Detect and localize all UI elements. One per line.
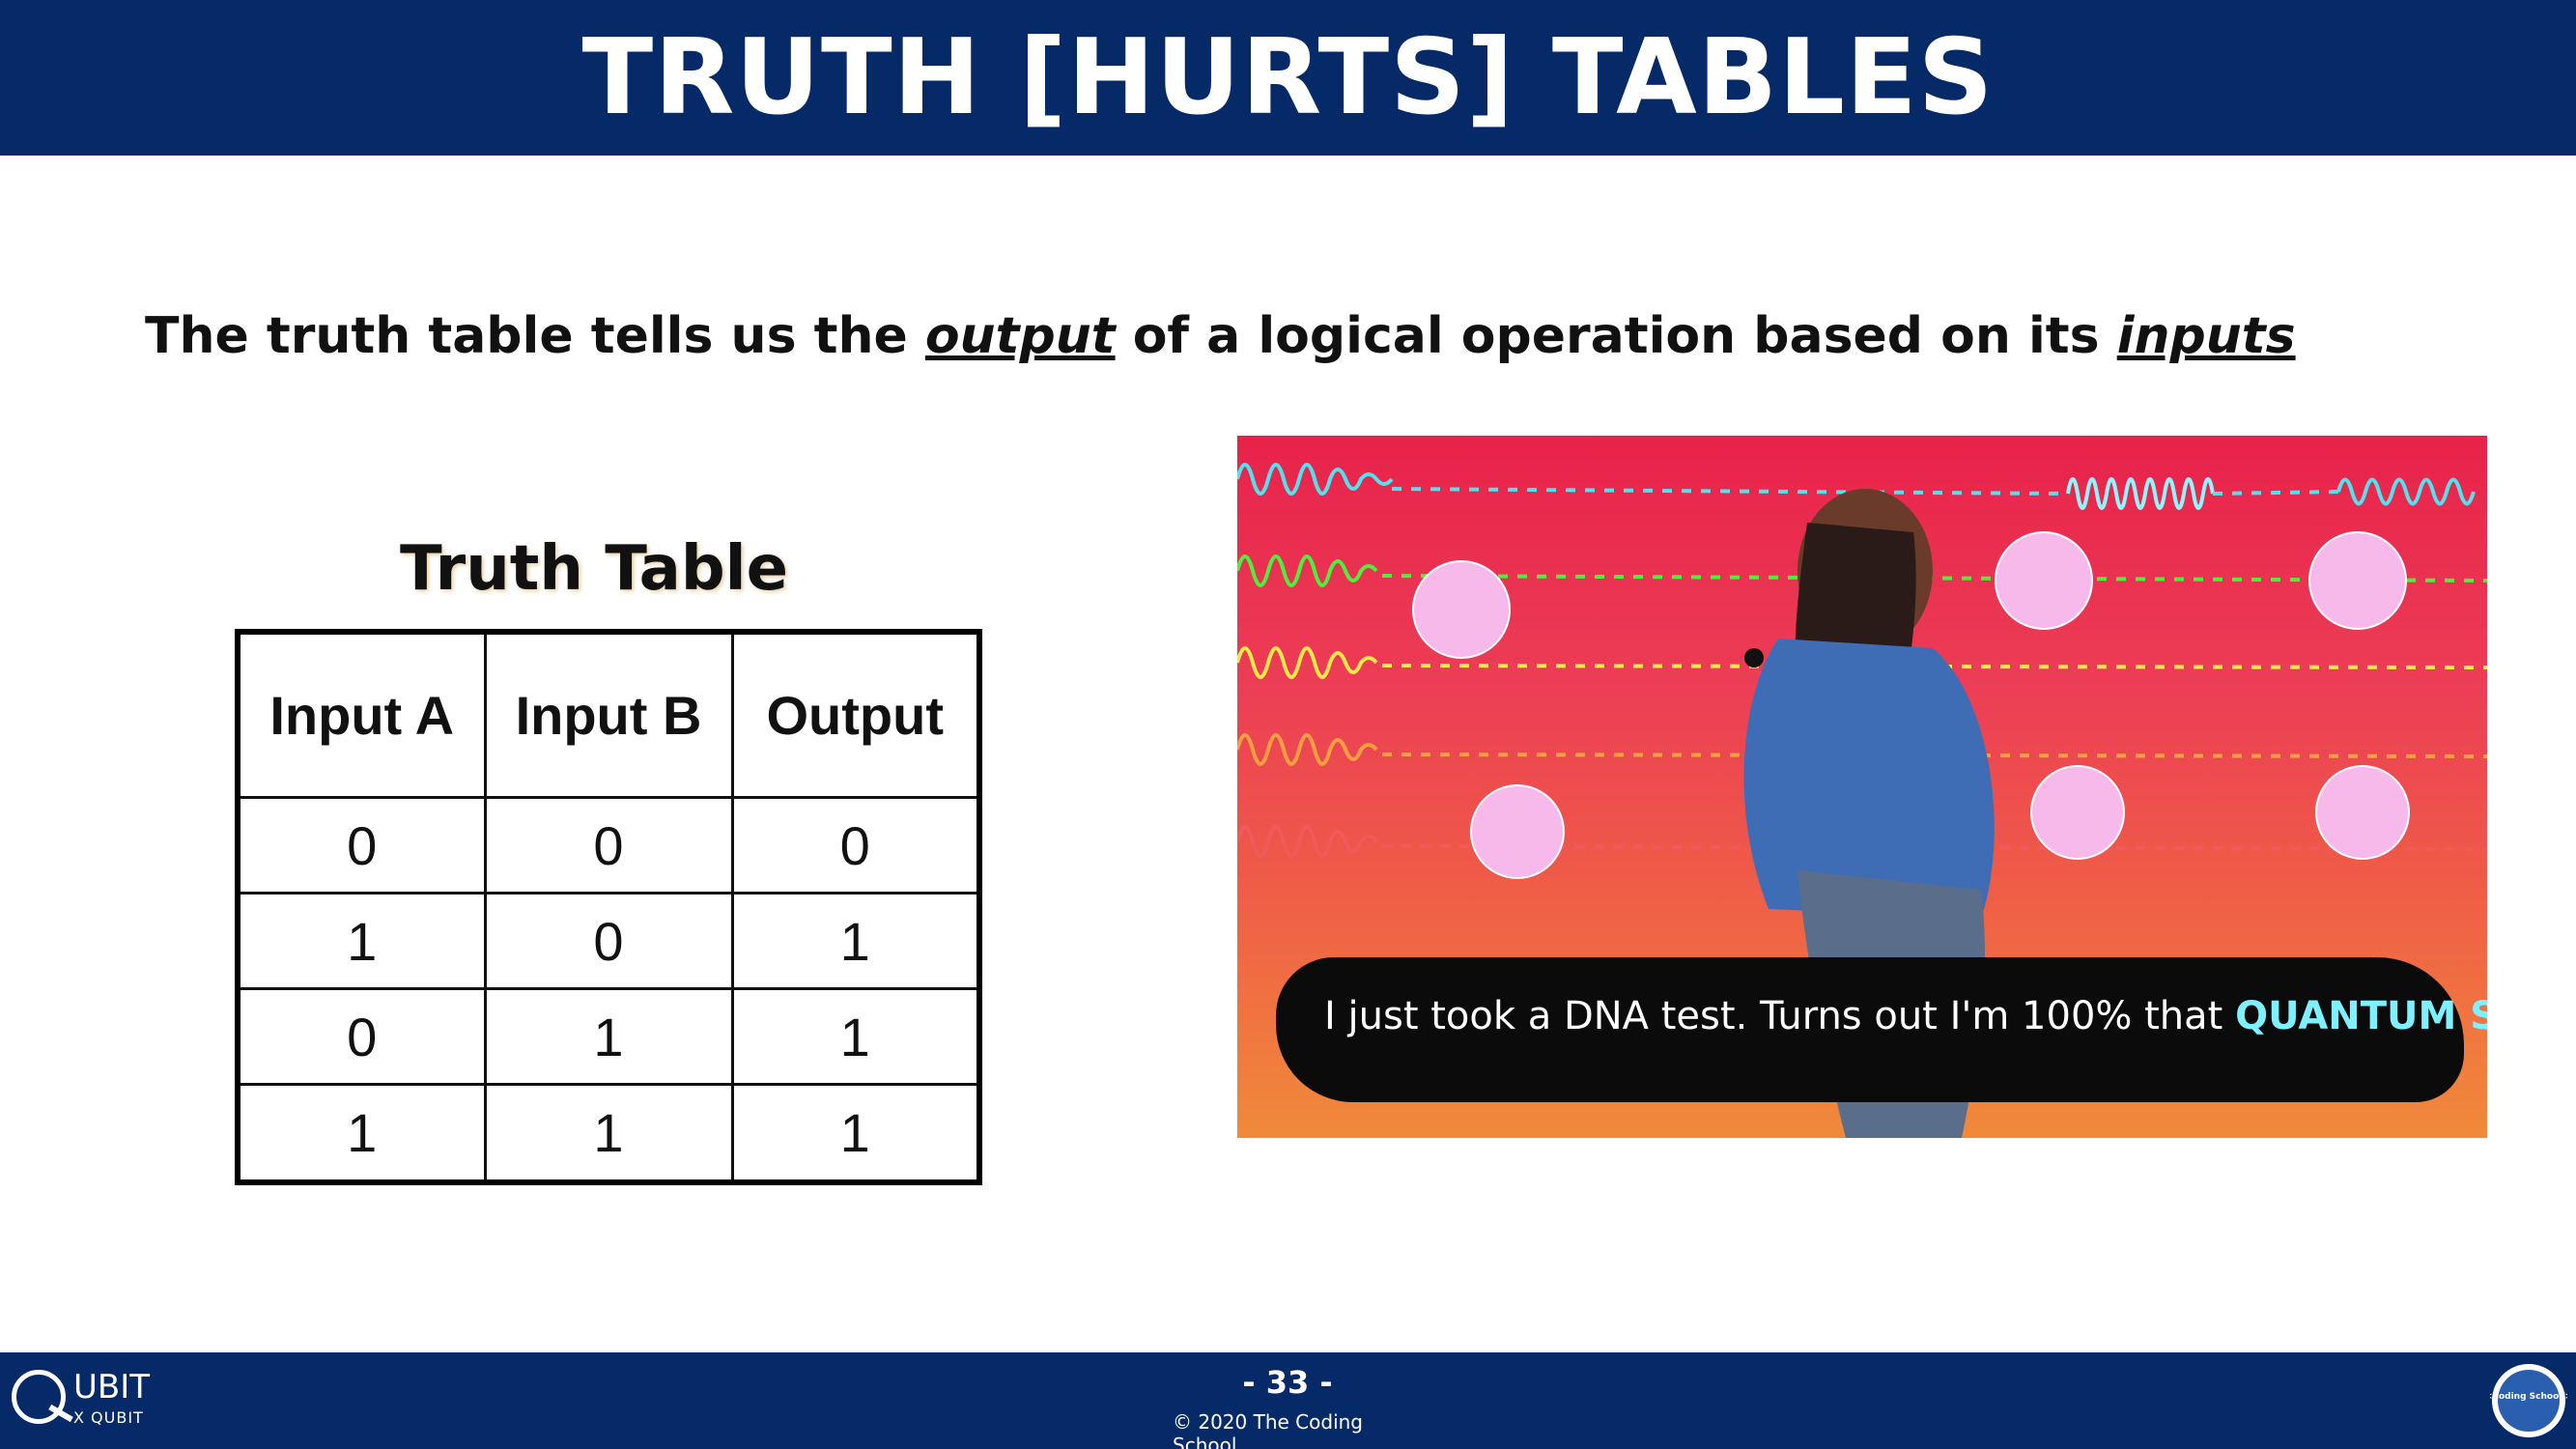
wave-cyan-burst: [2066, 477, 2215, 510]
table-cell: 1: [730, 1083, 981, 1184]
table-cell: 1: [730, 987, 981, 1087]
footer-bar: [0, 1352, 2576, 1449]
coding-school-icon: <Coding School/>: [2485, 1364, 2572, 1437]
sphere-icon: [1995, 531, 2093, 630]
qubit-logo: UBIT X QUBIT: [12, 1368, 166, 1435]
title-bar: TRUTH [HURTS] TABLES: [0, 0, 2576, 156]
wave-yellow: [1237, 646, 1378, 679]
table-cell: 0: [236, 987, 487, 1087]
subtitle-text-1: The truth table tells us the: [145, 307, 925, 365]
wave-green: [1237, 554, 1378, 587]
wave-cyan-dash: [1391, 487, 2069, 496]
subtitle-text-2: of a logical operation based on its: [1115, 307, 2117, 365]
truth-table-header-row: Input A Input B Output: [236, 630, 981, 799]
copyright: © 2020 The Coding School: [1173, 1410, 1363, 1449]
column-header: Input B: [483, 630, 734, 799]
wave-orange: [1237, 733, 1378, 766]
qubit-q-icon: [12, 1370, 66, 1424]
meme-image: I just took a DNA test. Turns out I'm 10…: [1237, 436, 2487, 1138]
caption-highlight: QUANTUM SCIENTIST.: [2235, 994, 2487, 1038]
caption-text: I just took a DNA test. Turns out I'm 10…: [1324, 994, 2236, 1038]
logo-main-text: UBIT: [73, 1368, 151, 1406]
truth-table: Input A Input B Output 0 0 0 1 0 1 0 1 1…: [235, 629, 982, 1185]
truth-table-title: Truth Table: [400, 533, 788, 605]
table-cell: 0: [236, 795, 487, 895]
table-cell: 1: [483, 1083, 734, 1184]
sphere-icon: [2030, 765, 2125, 860]
sphere-icon: [1412, 560, 1511, 659]
subtitle-emphasis-inputs: inputs: [2116, 307, 2296, 365]
bloch-spheres: [1412, 531, 2410, 879]
page-title: TRUTH [HURTS] TABLES: [581, 16, 1995, 138]
table-cell: 1: [483, 987, 734, 1087]
caption-splash: [1276, 957, 2464, 1102]
table-row: 1 1 1: [236, 1083, 981, 1184]
table-row: 0 1 1: [236, 987, 981, 1087]
table-row: 0 0 0: [236, 795, 981, 895]
table-cell: 0: [483, 892, 734, 991]
table-cell: 0: [483, 795, 734, 895]
table-cell: 1: [236, 892, 487, 991]
table-cell: 0: [730, 795, 981, 895]
page-number: - 33 -: [1242, 1364, 1333, 1401]
wave-cyan: [1237, 463, 1394, 496]
subtitle-emphasis-output: output: [924, 307, 1116, 365]
table-row: 1 0 1: [236, 892, 981, 991]
column-header: Input A: [236, 630, 487, 799]
subtitle: The truth table tells us the output of a…: [145, 307, 2296, 365]
sphere-icon: [2308, 531, 2407, 630]
quantum-waves-illustration: [1237, 463, 2487, 879]
wave-red: [1237, 825, 1378, 858]
column-header: Output: [730, 630, 981, 799]
meme-caption: I just took a DNA test. Turns out I'm 10…: [1324, 994, 2487, 1038]
sphere-icon: [2315, 765, 2410, 860]
table-cell: 1: [236, 1083, 487, 1184]
sphere-icon: [1470, 784, 1565, 879]
coding-school-logo-text: <Coding School/>: [2490, 1392, 2567, 1402]
logo-sub-text: X QUBIT: [73, 1408, 144, 1427]
coding-school-logo: <Coding School/>: [2485, 1360, 2572, 1441]
table-cell: 1: [730, 892, 981, 991]
